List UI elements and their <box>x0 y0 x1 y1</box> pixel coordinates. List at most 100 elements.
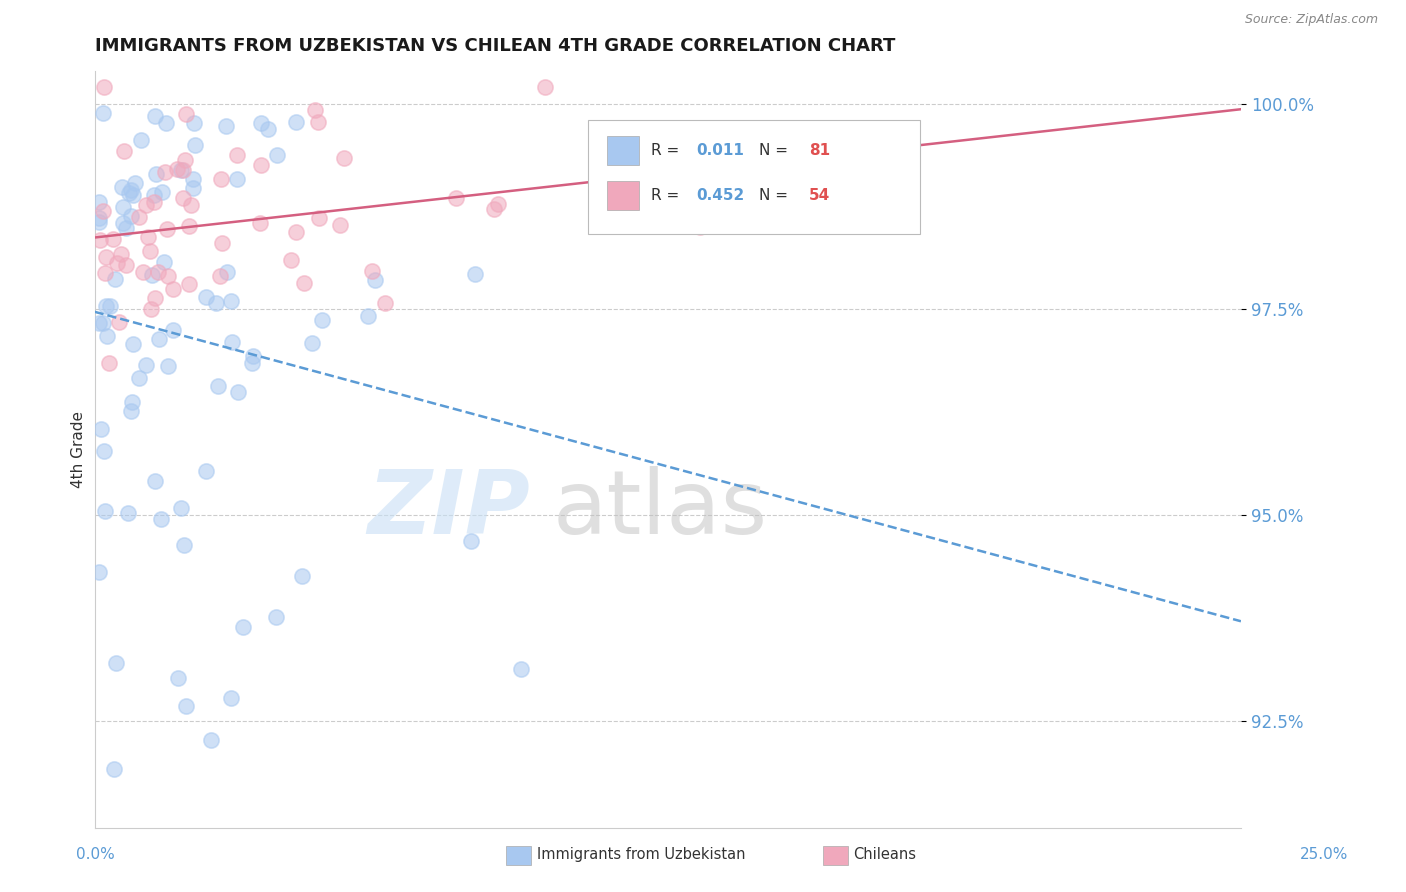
Point <box>510 662 533 676</box>
Point <box>211 235 233 250</box>
Point <box>183 138 205 153</box>
Text: R =: R = <box>651 188 683 203</box>
Point <box>174 153 197 168</box>
Point <box>226 384 249 399</box>
Text: IMMIGRANTS FROM UZBEKISTAN VS CHILEAN 4TH GRADE CORRELATION CHART: IMMIGRANTS FROM UZBEKISTAN VS CHILEAN 4T… <box>94 37 896 55</box>
Point <box>266 609 288 624</box>
Point <box>105 255 128 269</box>
Point <box>98 356 121 370</box>
Point <box>110 247 132 261</box>
Point <box>215 265 238 279</box>
Text: 81: 81 <box>808 143 830 158</box>
Point <box>357 310 380 324</box>
Point <box>141 268 163 282</box>
Point <box>181 181 204 195</box>
Point <box>153 255 176 269</box>
Point <box>132 265 155 279</box>
Point <box>162 282 184 296</box>
Point <box>162 323 184 337</box>
Point <box>180 198 202 212</box>
Point <box>91 204 114 219</box>
Point <box>170 500 193 515</box>
Point <box>139 301 162 316</box>
Point <box>170 162 193 177</box>
Point <box>482 202 505 216</box>
FancyBboxPatch shape <box>588 120 920 234</box>
Point <box>89 195 111 210</box>
Point <box>205 295 228 310</box>
Text: 0.452: 0.452 <box>696 188 745 203</box>
Point <box>104 271 127 285</box>
Point <box>93 444 115 458</box>
Point <box>111 179 134 194</box>
Point <box>94 504 117 518</box>
Point <box>364 273 387 287</box>
Point <box>215 119 238 133</box>
Point <box>93 80 115 95</box>
Point <box>120 183 142 197</box>
Point <box>464 268 486 282</box>
Point <box>135 197 157 211</box>
Point <box>121 395 143 409</box>
Point <box>91 316 114 330</box>
Point <box>166 161 188 176</box>
Text: Immigrants from Uzbekistan: Immigrants from Uzbekistan <box>537 847 745 862</box>
Point <box>120 209 142 223</box>
Point <box>90 422 112 436</box>
Point <box>115 221 138 235</box>
Bar <box>607 136 640 165</box>
Point <box>91 105 114 120</box>
Point <box>232 620 254 634</box>
Point <box>183 116 205 130</box>
Text: Source: ZipAtlas.com: Source: ZipAtlas.com <box>1244 13 1378 27</box>
Point <box>89 233 111 247</box>
Point <box>146 264 169 278</box>
Point <box>94 250 117 264</box>
Point <box>374 295 396 310</box>
Point <box>89 317 111 331</box>
Point <box>280 252 302 267</box>
Point <box>172 162 194 177</box>
Point <box>89 565 111 579</box>
Point <box>149 512 172 526</box>
Point <box>142 188 165 202</box>
Point <box>143 475 166 489</box>
Point <box>307 115 329 129</box>
Point <box>107 315 129 329</box>
Point <box>460 534 482 549</box>
Point <box>94 266 117 280</box>
Point <box>143 109 166 123</box>
Point <box>89 214 111 228</box>
Point <box>156 222 179 236</box>
Point <box>221 334 243 349</box>
Point <box>120 404 142 418</box>
Point <box>689 219 711 234</box>
Point <box>150 185 173 199</box>
Point <box>103 762 125 776</box>
Point <box>136 230 159 244</box>
Point <box>207 379 229 393</box>
Point <box>105 656 128 670</box>
Point <box>332 151 354 165</box>
Point <box>534 80 557 95</box>
Point <box>114 258 136 272</box>
Point <box>128 371 150 385</box>
Text: N =: N = <box>759 188 793 203</box>
Point <box>256 121 278 136</box>
Point <box>96 329 118 343</box>
Point <box>155 116 177 130</box>
Point <box>486 197 509 211</box>
Point <box>361 264 384 278</box>
Point <box>226 148 249 162</box>
Point <box>143 291 166 305</box>
Text: N =: N = <box>759 143 793 158</box>
Point <box>124 176 146 190</box>
Point <box>112 216 135 230</box>
Point <box>179 277 201 291</box>
Point <box>209 172 232 186</box>
Point <box>117 186 139 200</box>
Point <box>304 103 326 118</box>
Point <box>173 538 195 552</box>
Point <box>129 133 152 147</box>
Point <box>128 211 150 225</box>
